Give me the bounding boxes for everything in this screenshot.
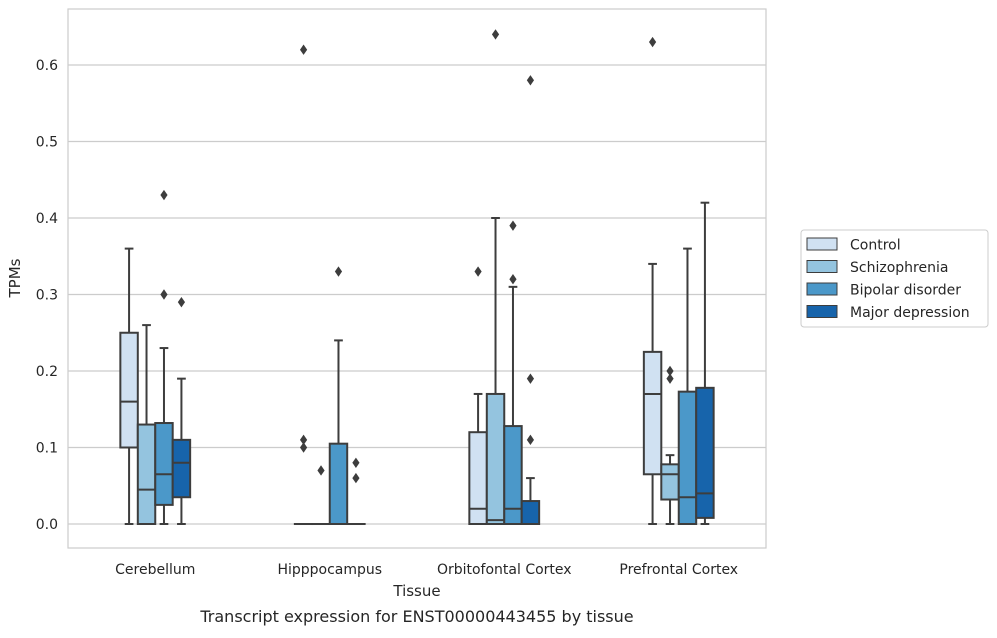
box [469,432,486,524]
box-group [173,297,190,524]
box-group [469,266,486,524]
boxes [120,29,713,524]
y-tick-labels: 0.0 0.1 0.2 0.3 0.4 0.5 0.6 [36,58,58,533]
outlier-point [509,274,516,284]
outlier-point [509,220,516,230]
outlier-point [527,373,534,383]
outlier-point [300,45,307,55]
legend-swatch [807,238,837,250]
legend-swatch [807,261,837,273]
y-axis-label: TPMs [6,258,24,298]
box [155,423,172,505]
legend-label: Major depression [850,305,970,321]
legend-swatch [807,283,837,295]
box-group [330,266,347,524]
outlier-point [649,37,656,47]
legend-swatch [807,306,837,318]
box [679,392,696,524]
box-group [312,465,329,524]
outlier-point [335,266,342,276]
box [330,444,347,524]
box-group [504,220,521,524]
x-axis-label: Tissue [392,582,440,600]
legend-label: Bipolar disorder [850,283,961,299]
outlier-point [527,75,534,85]
outlier-point [352,473,359,483]
box [120,333,137,448]
box-group [644,37,661,524]
box-group [155,190,172,524]
outlier-point [352,458,359,468]
outlier-point [160,289,167,299]
x-tick-label: Cerebellum [115,562,195,578]
box [138,425,155,524]
y-tick-label: 0.2 [36,364,58,380]
chart-caption: Transcript expression for ENST0000044345… [199,607,633,626]
x-tick-label: Orbitofontal Cortex [437,562,572,578]
box-group [487,29,504,524]
outlier-point [492,29,499,39]
x-tick-label: Hipppocampus [277,562,382,578]
outlier-point [317,465,324,475]
box [173,440,190,497]
box [661,464,678,499]
y-tick-label: 0.1 [36,441,58,457]
y-tick-label: 0.3 [36,288,58,304]
outlier-point [178,297,185,307]
box-group [347,458,364,524]
box-group [295,45,312,525]
y-tick-label: 0.6 [36,58,58,74]
box-group [138,325,155,524]
box-group [679,249,696,524]
box-group [696,203,713,524]
box-group [522,75,539,524]
y-tick-label: 0.4 [36,211,58,227]
box [644,352,661,474]
x-tick-label: Prefrontal Cortex [619,562,738,578]
legend: Control Schizophrenia Bipolar disorder Majo… [801,230,988,327]
legend-label: Control [850,238,901,254]
outlier-point [666,373,673,383]
outlier-point [300,442,307,452]
x-tick-labels: Cerebellum Hipppocampus Orbitofontal Corte… [115,562,738,578]
box-group [661,366,678,524]
outlier-point [474,266,481,276]
box [487,394,504,524]
box-group [120,249,137,524]
box [522,501,539,524]
y-tick-label: 0.5 [36,135,58,151]
box [696,388,713,518]
legend-label: Schizophrenia [850,260,948,276]
outlier-point [160,190,167,200]
y-tick-label: 0.0 [36,517,58,533]
outlier-point [527,435,534,445]
